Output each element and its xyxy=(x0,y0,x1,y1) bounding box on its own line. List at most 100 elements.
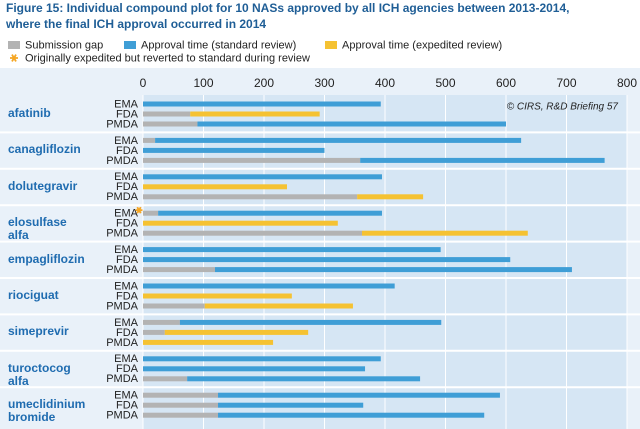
agency-label: PMDA xyxy=(106,337,138,349)
compound-name: canagliflozin xyxy=(8,142,81,157)
x-tick-label: 300 xyxy=(314,76,334,90)
agency-label: EMA xyxy=(114,353,139,365)
x-tick-label: 500 xyxy=(435,76,455,90)
legend-label: Originally expedited but reverted to sta… xyxy=(25,52,310,64)
approval-bar xyxy=(143,101,381,107)
approval-bar xyxy=(143,184,287,190)
agency-label: EMA xyxy=(114,208,139,220)
approval-bar xyxy=(362,230,528,236)
x-tick-label: 400 xyxy=(375,76,395,90)
approval-bar xyxy=(158,210,382,216)
agency-label: FDA xyxy=(116,108,139,120)
approval-bar xyxy=(143,147,325,153)
approval-bar xyxy=(143,293,292,299)
compound-name: elosulfase alfa xyxy=(8,215,67,243)
agency-label: FDA xyxy=(116,254,139,266)
approval-bar xyxy=(143,339,274,345)
gap-bar xyxy=(143,412,219,418)
gap-bar xyxy=(143,111,191,117)
agency-label: EMA xyxy=(114,244,139,256)
agency-label: PMDA xyxy=(106,373,138,385)
agency-label: FDA xyxy=(116,181,139,193)
agency-label: FDA xyxy=(116,327,139,339)
gap-bar xyxy=(143,157,361,163)
approval-bar xyxy=(218,402,364,408)
legend-label: Approval time (expedited review) xyxy=(342,39,502,51)
agency-label: FDA xyxy=(116,145,139,157)
compound-name: afatinib xyxy=(8,106,51,120)
agency-label: PMDA xyxy=(106,264,138,276)
agency-label: FDA xyxy=(116,290,139,302)
gap-bar xyxy=(143,210,159,216)
agency-label: FDA xyxy=(116,400,139,412)
approval-bar xyxy=(143,174,382,180)
approval-bar xyxy=(218,412,485,418)
agency-label: EMA xyxy=(114,317,139,329)
approval-bar xyxy=(143,247,441,253)
legend-label: Approval time (standard review) xyxy=(141,39,296,51)
x-tick-label: 600 xyxy=(496,76,516,90)
asterisk xyxy=(10,54,18,62)
chart-title: where the final ICH approval occurred in… xyxy=(5,17,266,31)
gap-bar xyxy=(143,121,198,127)
gap-bar xyxy=(143,402,219,408)
agency-label: EMA xyxy=(114,98,139,110)
agency-label: FDA xyxy=(116,218,139,230)
agency-label: PMDA xyxy=(106,118,138,130)
approval-bar xyxy=(197,121,506,127)
agency-label: EMA xyxy=(114,171,139,183)
agency-label: PMDA xyxy=(106,410,138,422)
gap-bar xyxy=(143,319,180,325)
approval-bar xyxy=(214,267,572,273)
legend-label: Submission gap xyxy=(25,39,103,51)
gap-bar xyxy=(143,230,363,236)
x-tick-label: 200 xyxy=(254,76,274,90)
x-tick-label: 0 xyxy=(140,76,147,90)
compound-name: empagliflozin xyxy=(8,251,85,266)
gap-bar xyxy=(143,137,156,143)
gap-bar xyxy=(143,267,215,273)
approval-bar xyxy=(143,356,381,362)
agency-label: PMDA xyxy=(106,155,138,167)
gap-bar xyxy=(143,194,358,200)
gap-bar xyxy=(143,303,205,309)
agency-label: FDA xyxy=(116,363,139,375)
approval-bar xyxy=(204,303,353,309)
chart-title: Figure 15: Individual compound plot for … xyxy=(6,1,569,15)
compound-name: simeprevir xyxy=(8,324,69,339)
agency-label: EMA xyxy=(114,390,139,402)
agency-label: PMDA xyxy=(106,300,138,312)
approval-bar xyxy=(218,392,500,398)
approval-bar xyxy=(143,366,366,372)
x-tick-label: 700 xyxy=(556,76,576,90)
approval-bar xyxy=(164,329,309,335)
x-tick-label: 100 xyxy=(193,76,213,90)
compound-name: turoctocog alfa xyxy=(8,360,71,388)
legend-swatch xyxy=(124,41,136,49)
x-tick-label: 800 xyxy=(617,76,637,90)
agency-label: EMA xyxy=(114,135,139,147)
approval-bar xyxy=(357,194,424,200)
approval-bar xyxy=(143,220,338,226)
gap-bar xyxy=(143,392,219,398)
approval-bar xyxy=(143,257,511,263)
gap-bar xyxy=(143,376,188,382)
approval-bar xyxy=(143,283,395,289)
approval-bar xyxy=(155,137,522,143)
gap-bar xyxy=(143,329,165,335)
approval-bar xyxy=(187,376,421,382)
compound-name: dolutegravir xyxy=(8,178,78,193)
compound-name: umeclidinium bromide xyxy=(8,397,86,425)
approval-bar xyxy=(190,111,320,117)
asterisk xyxy=(135,206,143,214)
legend-swatch xyxy=(8,41,20,49)
approval-bar xyxy=(360,157,605,163)
legend-swatch xyxy=(325,41,337,49)
agency-label: PMDA xyxy=(106,228,138,240)
source-note: © CIRS, R&D Briefing 57 xyxy=(507,102,619,113)
agency-label: EMA xyxy=(114,280,139,292)
compound-name: riociguat xyxy=(8,288,59,302)
agency-label: PMDA xyxy=(106,191,138,203)
